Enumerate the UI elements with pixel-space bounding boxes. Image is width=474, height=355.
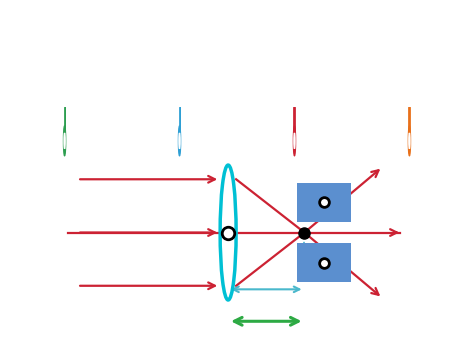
Text: Focal
length: Focal length (272, 44, 317, 73)
Circle shape (64, 133, 65, 149)
Circle shape (293, 126, 296, 156)
Text: Focal
point: Focal point (161, 44, 198, 73)
Text: Light ray: Light ray (33, 52, 96, 65)
FancyBboxPatch shape (297, 243, 351, 282)
Circle shape (179, 133, 180, 149)
Text: Biconvex
lens: Biconvex lens (378, 44, 441, 73)
Circle shape (408, 126, 410, 156)
Circle shape (178, 126, 181, 156)
Circle shape (294, 133, 295, 149)
Circle shape (64, 126, 66, 156)
FancyBboxPatch shape (297, 183, 351, 222)
Circle shape (409, 133, 410, 149)
